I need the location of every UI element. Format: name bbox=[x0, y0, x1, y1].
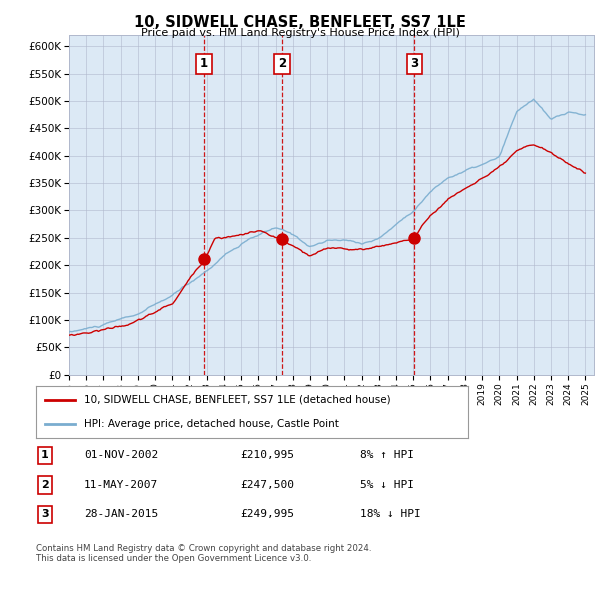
Text: 3: 3 bbox=[41, 510, 49, 519]
Text: 5% ↓ HPI: 5% ↓ HPI bbox=[360, 480, 414, 490]
Text: £247,500: £247,500 bbox=[240, 480, 294, 490]
Text: 8% ↑ HPI: 8% ↑ HPI bbox=[360, 451, 414, 460]
Text: HPI: Average price, detached house, Castle Point: HPI: Average price, detached house, Cast… bbox=[83, 419, 338, 429]
Text: £249,995: £249,995 bbox=[240, 510, 294, 519]
Text: 10, SIDWELL CHASE, BENFLEET, SS7 1LE: 10, SIDWELL CHASE, BENFLEET, SS7 1LE bbox=[134, 15, 466, 30]
Text: Price paid vs. HM Land Registry's House Price Index (HPI): Price paid vs. HM Land Registry's House … bbox=[140, 28, 460, 38]
Text: 28-JAN-2015: 28-JAN-2015 bbox=[84, 510, 158, 519]
Text: 1: 1 bbox=[200, 57, 208, 70]
Text: This data is licensed under the Open Government Licence v3.0.: This data is licensed under the Open Gov… bbox=[36, 555, 311, 563]
Text: 11-MAY-2007: 11-MAY-2007 bbox=[84, 480, 158, 490]
Text: 18% ↓ HPI: 18% ↓ HPI bbox=[360, 510, 421, 519]
Text: Contains HM Land Registry data © Crown copyright and database right 2024.: Contains HM Land Registry data © Crown c… bbox=[36, 545, 371, 553]
Text: £210,995: £210,995 bbox=[240, 451, 294, 460]
Text: 10, SIDWELL CHASE, BENFLEET, SS7 1LE (detached house): 10, SIDWELL CHASE, BENFLEET, SS7 1LE (de… bbox=[83, 395, 390, 405]
Text: 2: 2 bbox=[41, 480, 49, 490]
Text: 1: 1 bbox=[41, 451, 49, 460]
Text: 2: 2 bbox=[278, 57, 286, 70]
Text: 3: 3 bbox=[410, 57, 419, 70]
Text: 01-NOV-2002: 01-NOV-2002 bbox=[84, 451, 158, 460]
